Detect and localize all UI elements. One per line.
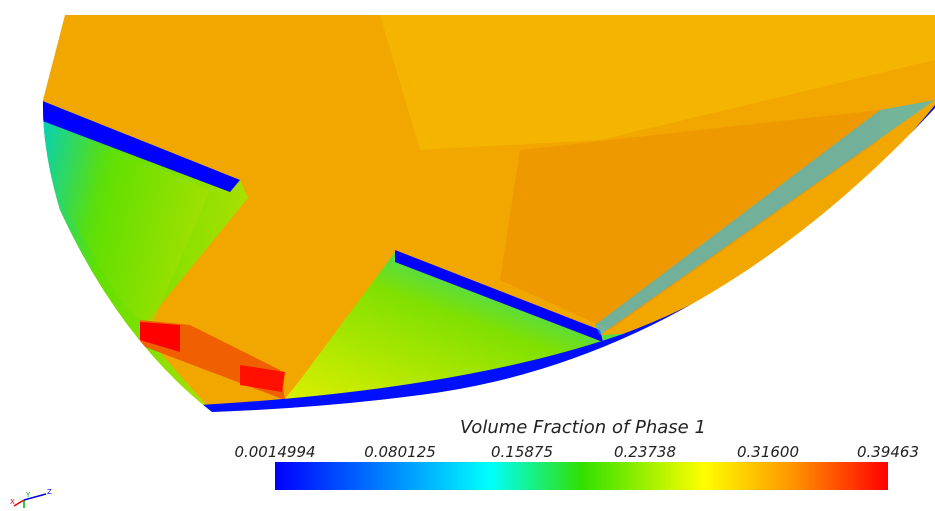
color-bar-tick: 0.080125 bbox=[364, 443, 436, 461]
color-bar-tick: 0.15875 bbox=[491, 443, 553, 461]
axes-triad: X Y Z bbox=[10, 488, 52, 508]
axis-label: Z bbox=[47, 488, 52, 496]
color-bar-tick: 0.0014994 bbox=[234, 443, 315, 461]
color-bar bbox=[275, 462, 888, 490]
color-bar-tick: 0.39463 bbox=[857, 443, 919, 461]
axis-label: Y bbox=[25, 491, 31, 499]
field bbox=[42, 15, 935, 412]
color-bar-tick: 0.23738 bbox=[614, 443, 676, 461]
color-bar-title: Volume Fraction of Phase 1 bbox=[460, 417, 706, 438]
color-bar-tick: 0.31600 bbox=[737, 443, 799, 461]
axis-label: X bbox=[10, 498, 15, 506]
